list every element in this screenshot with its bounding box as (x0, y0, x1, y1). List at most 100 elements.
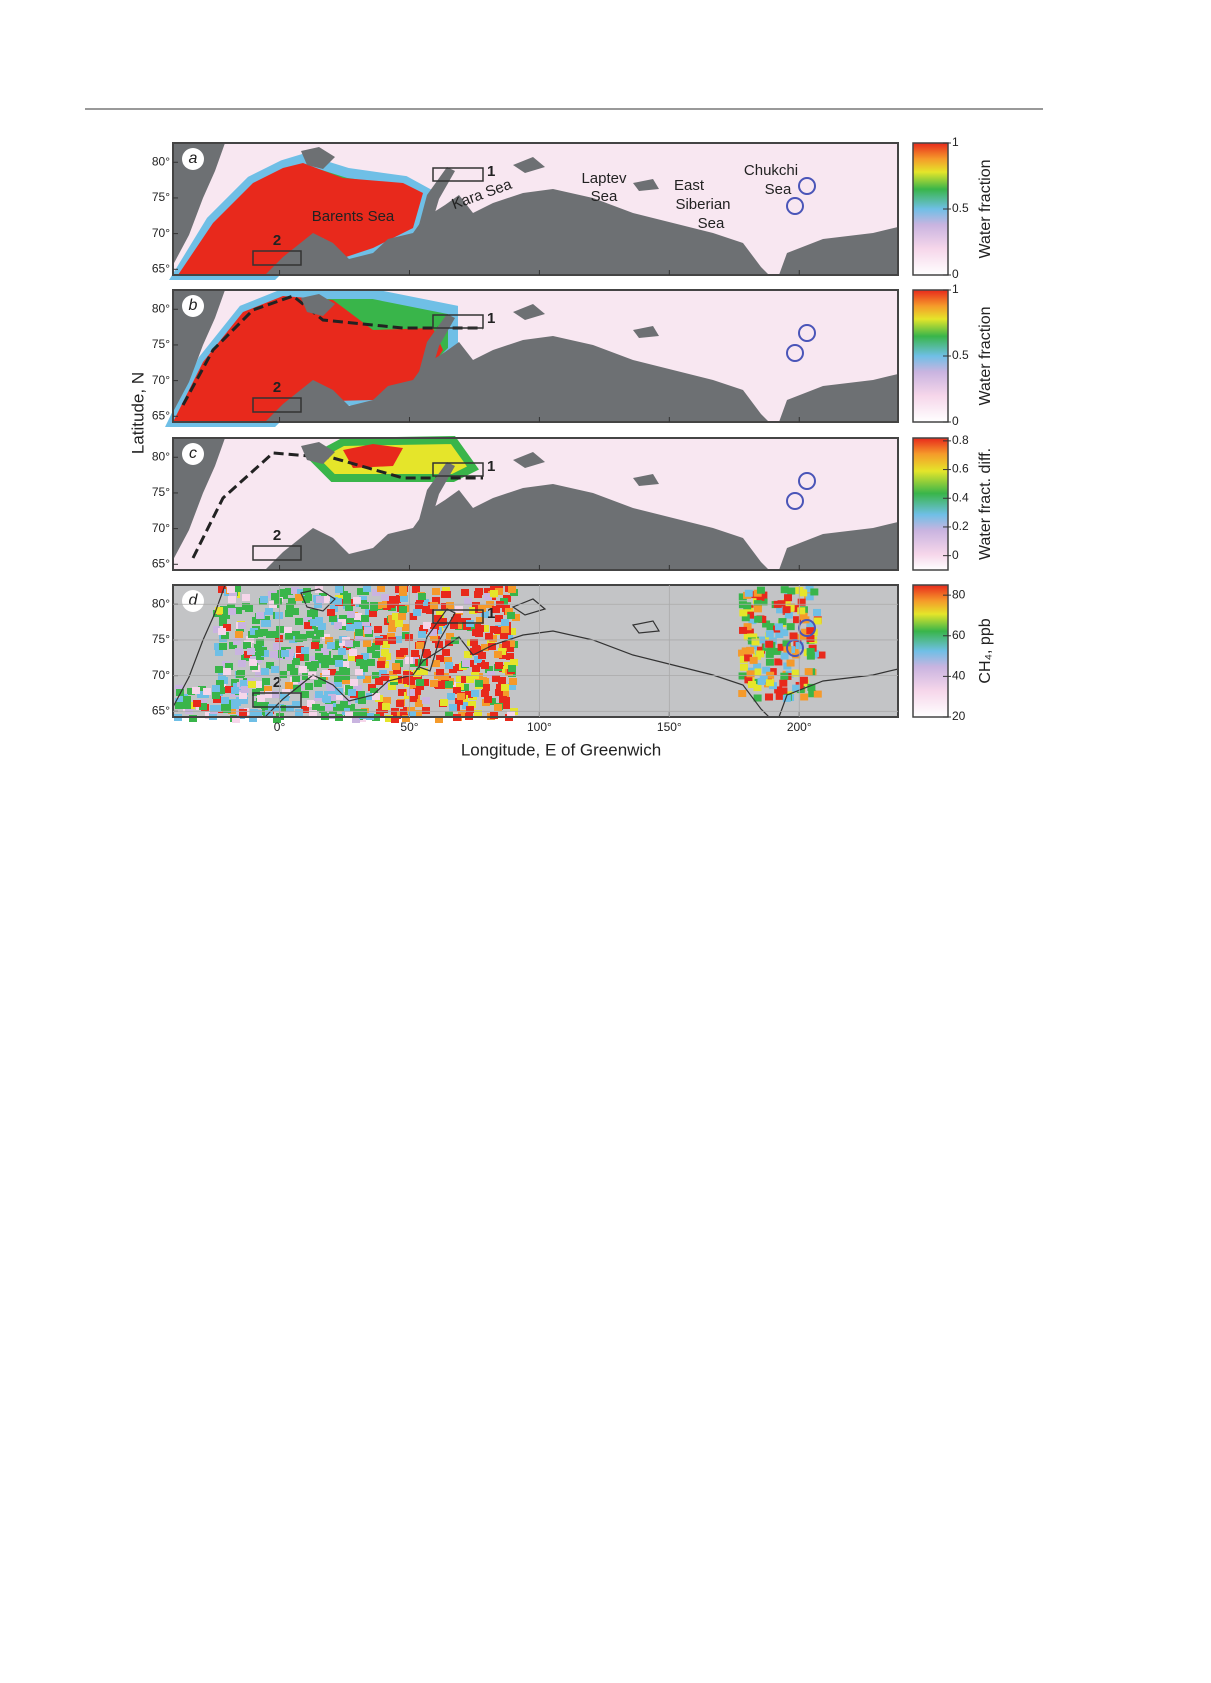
heatmap-cell (490, 626, 498, 633)
heatmap-cell (472, 602, 480, 609)
site-marker (798, 324, 816, 342)
heatmap-cell (751, 638, 760, 646)
colorbar-label: Water fraction (977, 160, 994, 259)
heatmap-cell (362, 659, 370, 666)
heatmap-cell (354, 685, 362, 692)
colorbar-tick-label: 80 (952, 587, 966, 601)
heatmap-cell (773, 647, 782, 655)
heatmap-cell (215, 649, 223, 656)
box-label: 1 (487, 605, 495, 622)
heatmap-cell (361, 615, 369, 622)
heatmap-cell (233, 638, 241, 645)
heatmap-cell (261, 702, 269, 709)
heatmap-cell (415, 602, 423, 609)
heatmap-cell (784, 594, 793, 602)
heatmap-cell (450, 622, 458, 629)
heatmap-cell (388, 625, 396, 632)
heatmap-cell (254, 681, 262, 688)
open-water (173, 296, 443, 422)
heatmap-cell (311, 661, 319, 668)
heatmap-cell (370, 688, 378, 695)
heatmap-cell (739, 655, 748, 663)
heatmap-cell (215, 607, 223, 614)
heatmap-cell (799, 676, 808, 684)
heatmap-cell (782, 606, 791, 614)
heatmap-cell (250, 709, 258, 716)
heatmap-cell (475, 588, 483, 595)
heatmap-cell (372, 589, 380, 596)
y-tick-label: 65° (152, 556, 170, 570)
heatmap-cell (778, 618, 787, 626)
heatmap-cell (296, 646, 304, 653)
heatmap-cell (339, 623, 347, 630)
heatmap-cell (218, 628, 226, 635)
heatmap-cell (476, 617, 484, 624)
heatmap-cell (239, 692, 247, 699)
x-tick-label: 200° (787, 720, 812, 734)
heatmap-cell (392, 613, 400, 620)
heatmap-cell (413, 609, 421, 616)
heatmap-cell (256, 612, 264, 619)
box-region-2 (252, 545, 302, 561)
heatmap-cell (292, 658, 300, 665)
heatmap-cell (262, 678, 270, 685)
heatmap-cell (782, 639, 791, 647)
colorbar-tick-label: 0 (952, 267, 959, 281)
heatmap-cell (485, 633, 493, 640)
heatmap-cell (758, 615, 767, 623)
heatmap-cell (238, 622, 246, 629)
x-tick-label: 100° (527, 720, 552, 734)
y-tick-label: 70° (152, 226, 170, 240)
heatmap-cell (217, 687, 225, 694)
box-region-2 (252, 692, 302, 708)
heatmap-cell (247, 648, 255, 655)
box-label: 1 (487, 458, 495, 475)
heatmap-cell (434, 615, 442, 622)
heatmap-cell (797, 598, 806, 606)
heatmap-cell (347, 611, 355, 618)
heatmap-cell (355, 669, 363, 676)
heatmap-cell (399, 585, 407, 592)
map-frame (172, 289, 899, 423)
heatmap-cell (774, 658, 783, 666)
sea-label: Sea (698, 215, 725, 232)
heatmap-cell (273, 643, 281, 650)
heatmap-cell (256, 653, 264, 660)
heatmap-cell (350, 679, 358, 686)
heatmap-cell (277, 590, 285, 597)
heatmap-cell (753, 694, 762, 702)
heatmap-cell (321, 648, 329, 655)
sea-label: Barents Sea (312, 208, 395, 225)
y-tick-label: 65° (152, 261, 170, 275)
heatmap-cell (199, 703, 207, 710)
heatmap-cell (759, 598, 768, 606)
heatmap-cell (363, 640, 371, 647)
box-label: 2 (273, 527, 281, 544)
heatmap-cell (738, 649, 747, 657)
heatmap-cell (235, 631, 243, 638)
heatmap-cell (299, 634, 307, 641)
heatmap-cell (192, 687, 200, 694)
heatmap-cell (799, 612, 808, 620)
box-label: 1 (487, 310, 495, 327)
heatmap-cell (741, 614, 750, 622)
letter-badge (182, 295, 204, 317)
heatmap-cell (432, 588, 440, 595)
heatmap-cell (354, 622, 362, 629)
panel-letter: d (189, 592, 199, 609)
heatmap-cell (345, 685, 353, 692)
heatmap-cell (357, 588, 365, 595)
x-axis-label: Longitude, E of Greenwich (461, 740, 661, 759)
heatmap-cell (355, 629, 363, 636)
heatmap-cell (505, 608, 513, 615)
heatmap-cell (285, 588, 293, 595)
heatmap-cell (392, 663, 400, 670)
heatmap-cell (189, 715, 197, 722)
heatmap-cell (261, 650, 269, 657)
heatmap-cell (266, 662, 274, 669)
heatmap-cell (256, 649, 264, 656)
heatmap-cell (332, 643, 340, 650)
difference-peak (343, 444, 403, 468)
sea-label: Chukchi (744, 162, 798, 179)
heatmap-cell (756, 646, 765, 654)
